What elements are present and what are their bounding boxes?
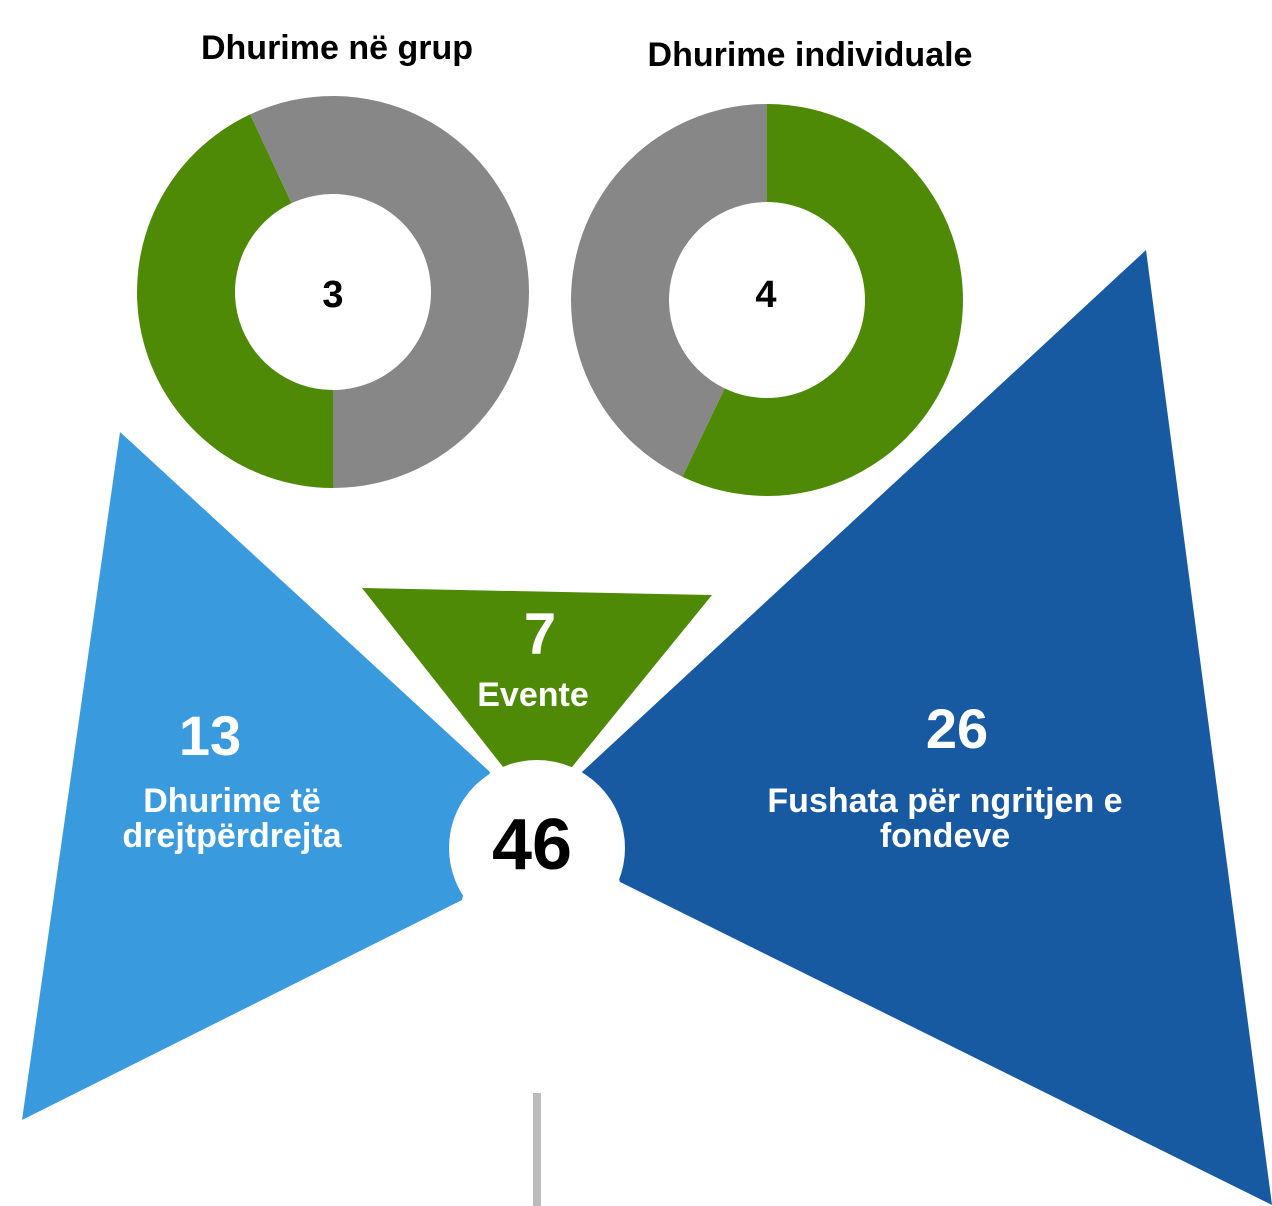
donut-segment	[571, 104, 767, 477]
segment-shape	[582, 250, 1272, 1205]
donut-title: Dhurime individuale	[648, 36, 973, 74]
segment-value: 7	[524, 601, 556, 666]
donut	[571, 104, 963, 496]
total: 46	[492, 805, 572, 885]
donut-segment	[136, 114, 333, 488]
segment-label: Dhurime të	[143, 782, 321, 820]
donut-segment	[682, 104, 963, 496]
segment-shape	[22, 432, 490, 1120]
segment-label: Evente	[477, 676, 589, 714]
donut	[136, 96, 529, 488]
donut-segment	[250, 96, 529, 488]
segment-value: 13	[179, 704, 241, 767]
center-circle	[449, 760, 625, 936]
segment-label: fondeve	[880, 817, 1010, 855]
segment-shape	[362, 588, 712, 810]
segment-label: drejtpërdrejta	[122, 817, 342, 855]
donut-value: 3	[322, 274, 343, 316]
segment-label: Fushata për ngritjen e	[767, 782, 1122, 820]
donut-value: 4	[755, 274, 776, 316]
donut-title: Dhurime në grup	[201, 29, 473, 67]
segment-value: 26	[926, 697, 988, 760]
